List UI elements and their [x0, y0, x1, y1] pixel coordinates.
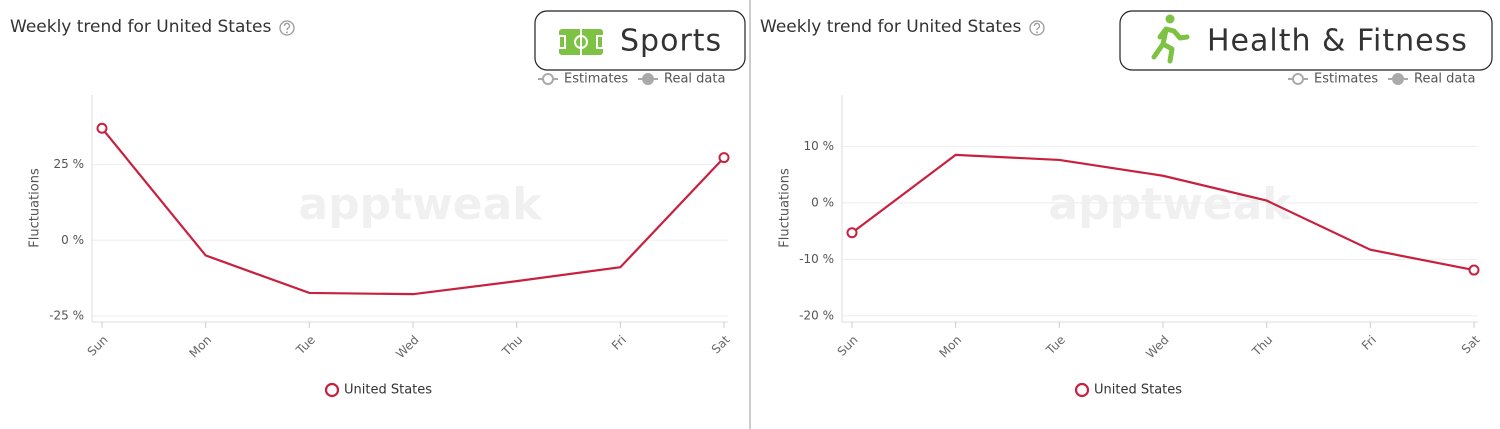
legend-label: Real data	[664, 72, 725, 87]
point	[1468, 264, 1480, 276]
x-tick-label: Mon	[186, 333, 214, 361]
watermark: apptweak	[298, 179, 543, 230]
watermark: apptweak	[1048, 179, 1293, 230]
x-tick-label: Sat	[709, 332, 733, 356]
x-tick-label: Mon	[936, 333, 964, 361]
y-tick-label: -20 %	[799, 308, 834, 322]
line	[851, 153, 1475, 272]
x-tick-label: Fri	[609, 333, 629, 353]
x-tick-label: Fri	[1359, 333, 1379, 353]
y-tick-label: 0 %	[61, 233, 84, 247]
y-axis-label: Fluctuations	[28, 168, 43, 248]
legend-symbol	[324, 382, 340, 398]
legend-symbol	[542, 73, 554, 85]
badge-box	[1119, 10, 1493, 71]
help-icon[interactable]	[1029, 20, 1045, 36]
point	[96, 122, 108, 134]
legend-symbol	[642, 73, 654, 85]
sports-icon	[558, 29, 604, 55]
badge-box	[534, 10, 746, 71]
y-tick-label: 0 %	[811, 195, 834, 209]
legend-label: United States	[1094, 383, 1182, 398]
fitness-icon	[1151, 14, 1190, 64]
x-tick-label: Thu	[1249, 333, 1276, 360]
x-tick-label: Sat	[1459, 332, 1483, 356]
y-axis-label: Fluctuations	[778, 168, 793, 248]
line	[101, 127, 725, 296]
point	[846, 227, 858, 239]
help-icon[interactable]	[279, 20, 295, 36]
badge-label: Sports	[620, 24, 722, 59]
legend-label: United States	[344, 383, 432, 398]
legend-label: Real data	[1414, 72, 1475, 87]
x-tick-label: Tue	[293, 333, 318, 358]
point	[718, 152, 730, 164]
chart-title: Weekly trend for United States	[760, 17, 1022, 37]
y-tick-label: -25 %	[49, 308, 84, 322]
x-tick-label: Wed	[1143, 333, 1171, 361]
x-tick-label: Sun	[835, 333, 861, 359]
chart-title: Weekly trend for United States	[10, 17, 272, 37]
x-tick-label: Thu	[499, 333, 526, 360]
legend-label: Estimates	[1314, 72, 1378, 87]
y-tick-label: 25 %	[54, 157, 85, 171]
legend-label: Estimates	[564, 72, 628, 87]
badge-label: Health & Fitness	[1207, 24, 1468, 59]
legend-symbol	[1292, 73, 1304, 85]
x-tick-label: Tue	[1043, 333, 1068, 358]
x-tick-label: Sun	[85, 333, 111, 359]
y-tick-label: -10 %	[799, 252, 834, 266]
x-tick-label: Wed	[393, 333, 421, 361]
legend-symbol	[1392, 73, 1404, 85]
legend-symbol	[1074, 382, 1090, 398]
y-tick-label: 10 %	[804, 139, 835, 153]
